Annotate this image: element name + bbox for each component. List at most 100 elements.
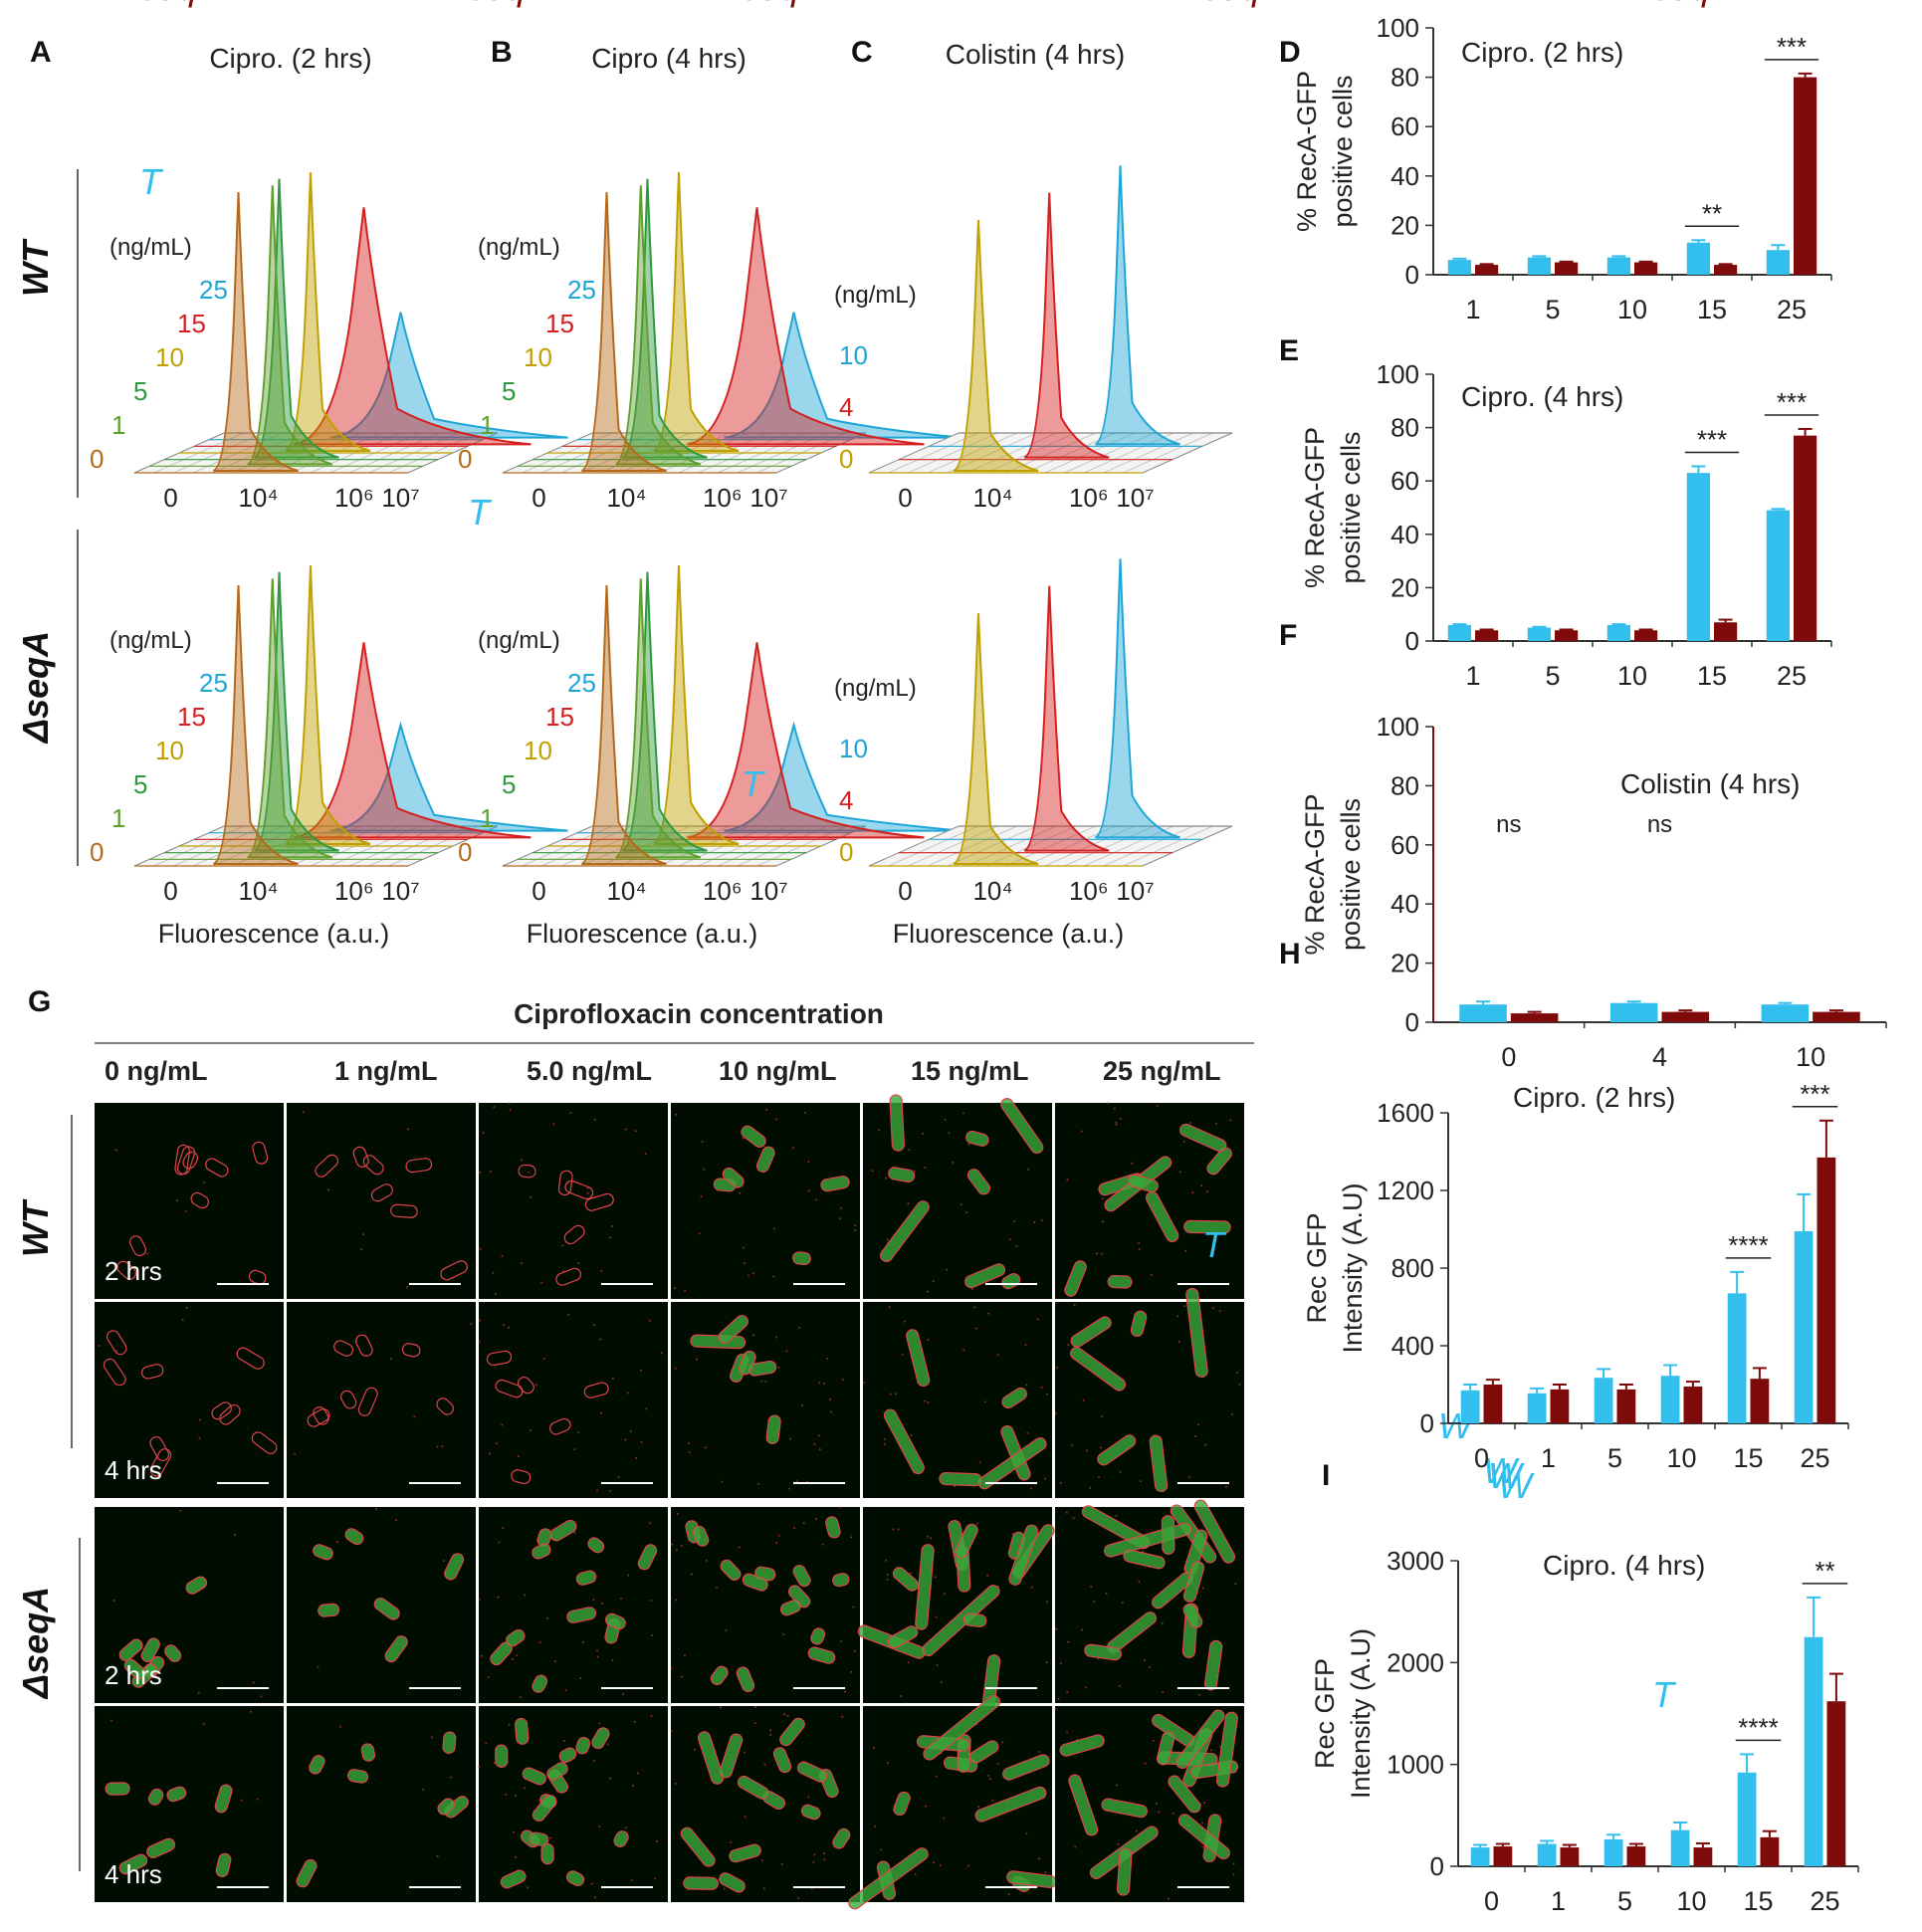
bar <box>1527 627 1551 641</box>
microscopy-speck <box>1025 1831 1028 1834</box>
bacterial-cell <box>832 1827 851 1849</box>
microscopy-speck <box>853 1649 856 1652</box>
flow-peak <box>1023 585 1110 852</box>
bacterial-cell <box>584 1192 614 1211</box>
microscopy-speck <box>395 1519 398 1522</box>
microscopy-speck <box>914 1873 917 1876</box>
flow-xlabel: Fluorescence (a.u.) <box>893 919 1125 949</box>
microscopy-speck <box>449 1776 452 1779</box>
microscopy-speck <box>625 1826 628 1829</box>
microscopy-speck <box>198 1436 201 1439</box>
time-label: 2 hrs <box>105 1256 162 1286</box>
microscopy-speck <box>925 1805 928 1808</box>
microscopy-speck <box>927 1401 930 1404</box>
y-tick-label: 20 <box>1390 572 1419 602</box>
bacterial-cell <box>1008 1524 1039 1586</box>
x-tick-label: 10 <box>1676 1886 1706 1916</box>
bacterial-cell <box>123 1658 146 1680</box>
bacterial-cell <box>401 1343 421 1358</box>
microscopy-speck <box>841 1379 844 1382</box>
microscopy-speck <box>478 1599 481 1602</box>
microscopy-image <box>287 1706 476 1902</box>
microscopy-speck <box>520 1262 523 1265</box>
microscopy-title: Ciprofloxacin concentration <box>514 998 884 1029</box>
microscopy-speck <box>634 1130 637 1133</box>
bacterial-cell <box>522 1767 546 1786</box>
bacterial-cell <box>1070 1347 1127 1392</box>
bar <box>1459 1004 1507 1022</box>
flow-level-label: 5 <box>133 769 147 799</box>
microscopy-speck <box>526 1886 529 1889</box>
y-axis-label: Intensity (A.U) <box>1346 1628 1376 1799</box>
flow-level-label: 4 <box>839 785 853 815</box>
y-tick-label: 60 <box>1390 466 1419 496</box>
microscopy-speck <box>650 1714 653 1717</box>
microscopy-speck <box>670 1730 673 1733</box>
microscopy-speck <box>683 1654 686 1657</box>
flow-grid-line <box>966 432 1057 474</box>
microscopy-speck <box>976 1806 979 1809</box>
microscopy-speck <box>524 1594 527 1597</box>
microscopy-speck <box>1066 1690 1069 1693</box>
microscopy-speck <box>1172 1813 1175 1816</box>
microscopy-speck <box>592 1599 595 1602</box>
bacterial-cell <box>729 1843 761 1863</box>
bacterial-cell <box>697 1731 725 1785</box>
microscopy-speck <box>1197 1423 1200 1426</box>
microscopy-speck <box>422 1788 425 1791</box>
flow-axis-tick: 10⁴ <box>606 483 646 513</box>
bacterial-cell <box>211 1401 232 1420</box>
microscopy-speck <box>793 1527 796 1530</box>
bacterial-cell <box>495 1744 509 1769</box>
microscopy-speck <box>785 1350 788 1353</box>
microscopy-speck <box>1066 1179 1069 1181</box>
significance-label: ** <box>1702 198 1722 228</box>
microscopy-speck <box>1176 1315 1179 1318</box>
microscopy-speck <box>944 1118 947 1121</box>
microscopy-speck <box>627 1574 630 1577</box>
y-tick-label: 2000 <box>1387 1647 1444 1677</box>
microscopy-speck <box>339 1725 342 1728</box>
chart-title: Cipro. (4 hrs) <box>1461 381 1623 412</box>
microscopy-speck <box>871 1170 874 1173</box>
flow-axis-tick: 10⁷ <box>749 483 787 513</box>
x-tick-label: 15 <box>1743 1886 1773 1916</box>
microscopy-speck <box>1085 1449 1088 1452</box>
microscopy-speck <box>807 1161 810 1164</box>
panel-letter: F <box>1279 619 1297 652</box>
flow-axis-tick: 10⁷ <box>749 876 787 906</box>
microscopy-speck <box>1167 1897 1170 1900</box>
microscopy-speck <box>240 1799 243 1802</box>
microscopy-speck <box>772 1227 775 1230</box>
microscopy-column-label: 5.0 ng/mL <box>527 1056 652 1086</box>
bacterial-cell <box>340 1390 357 1409</box>
x-tick-label: 10 <box>1617 661 1647 691</box>
flow-axis-tick: 10⁷ <box>381 876 419 906</box>
microscopy-speck <box>782 1633 785 1636</box>
microscopy-speck <box>1057 1697 1060 1700</box>
microscopy-speck <box>1040 1386 1043 1389</box>
bar <box>1475 630 1499 641</box>
microscopy-speck <box>690 1573 693 1576</box>
flow-axis-tick: 10⁶ <box>334 876 374 906</box>
bacterial-cell <box>140 1637 160 1662</box>
microscopy-speck <box>926 1290 929 1293</box>
panel-letter: B <box>491 36 513 69</box>
microscopy-speck <box>644 1153 647 1156</box>
bacterial-cell <box>955 1523 978 1559</box>
bacterial-cell <box>540 1842 554 1865</box>
flow-axis-tick: 10⁶ <box>703 876 743 906</box>
microscopy-image <box>671 1302 860 1498</box>
microscopy-speck <box>777 1366 780 1369</box>
flow-level-label: 25 <box>199 275 228 305</box>
bar <box>1606 257 1630 275</box>
microscopy-speck <box>594 1896 597 1899</box>
microscopy-image: 2 hrs <box>95 1103 284 1299</box>
bar <box>1560 1847 1580 1866</box>
flow-peak <box>621 178 708 459</box>
significance-label: *** <box>1777 387 1807 417</box>
microscopy-speck <box>579 1677 582 1680</box>
bacterial-cell <box>307 1408 330 1427</box>
microscopy-speck <box>1105 1593 1108 1596</box>
flow-grid-line <box>1064 825 1155 867</box>
